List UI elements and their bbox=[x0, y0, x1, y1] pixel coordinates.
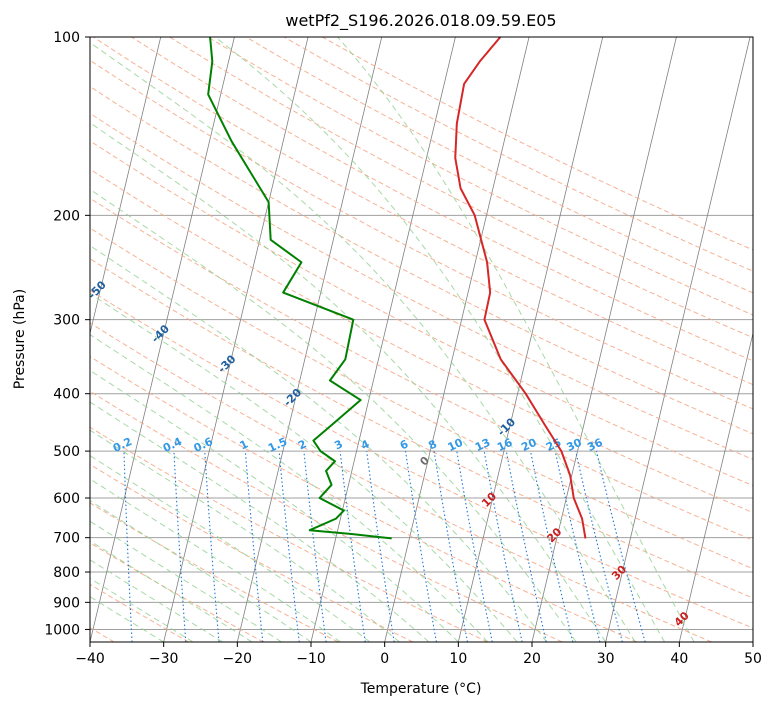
moist-adiabat-line bbox=[90, 188, 577, 642]
y-tick-label: 1000 bbox=[44, 622, 80, 638]
mixing-ratio-line bbox=[204, 451, 220, 642]
y-tick-label: 800 bbox=[53, 565, 80, 581]
moist-adiabat-line bbox=[90, 122, 607, 642]
y-axis-label: Pressure (hPa) bbox=[12, 289, 28, 389]
moist-adiabat-line bbox=[90, 245, 548, 642]
dry-adiabat-line bbox=[90, 390, 563, 642]
moist-adiabat-line bbox=[90, 369, 459, 642]
isotherm-line bbox=[678, 331, 753, 642]
mixing-ratio-label: 10 bbox=[446, 436, 466, 454]
isotherm-line bbox=[90, 37, 235, 642]
dry-adiabat-line bbox=[90, 463, 414, 642]
mixing-ratio-line bbox=[595, 450, 646, 642]
mixing-ratio-label: 25 bbox=[544, 436, 563, 454]
y-tick-label: 500 bbox=[53, 444, 80, 460]
dry-adiabat-line bbox=[131, 37, 753, 362]
mixing-ratio-line bbox=[244, 451, 264, 642]
x-tick-label: −10 bbox=[296, 651, 326, 667]
mixing-ratio-label: 16 bbox=[495, 436, 515, 454]
mixing-ratio-label: 30 bbox=[565, 436, 585, 454]
mixing-ratio-line bbox=[529, 450, 574, 642]
dry-adiabat-line bbox=[90, 426, 488, 642]
y-tick-label: 700 bbox=[53, 531, 80, 547]
isotherm-line bbox=[457, 37, 604, 642]
x-axis-label: Temperature (°C) bbox=[360, 681, 482, 697]
dry-adiabat-line bbox=[90, 502, 339, 642]
isotherm-line bbox=[236, 37, 383, 642]
x-tick-label: 0 bbox=[380, 651, 389, 667]
moist-adiabat-line bbox=[90, 42, 636, 642]
mixing-ratio-line bbox=[278, 451, 300, 642]
sounding-series bbox=[207, 37, 587, 540]
x-tick-label: 30 bbox=[597, 651, 615, 667]
y-tick-label: 600 bbox=[53, 491, 80, 507]
dry-adiabat-line bbox=[90, 258, 753, 599]
plot-frame bbox=[89, 36, 754, 643]
dry-adiabat-line bbox=[90, 227, 753, 570]
moist-adiabat-line bbox=[90, 596, 164, 642]
mixing-ratio-line bbox=[303, 451, 327, 642]
temperature-profile-line bbox=[454, 37, 587, 539]
dry-adiabat-line bbox=[90, 322, 712, 642]
x-tick-label: −20 bbox=[223, 651, 253, 667]
mixing-ratio-line bbox=[483, 451, 523, 642]
dry-adiabat-line bbox=[90, 583, 190, 642]
x-tick-label: −30 bbox=[149, 651, 179, 667]
mixing-ratio-label: 20 bbox=[519, 436, 539, 454]
moist-adiabat-line bbox=[90, 334, 489, 642]
moist-adiabat-line bbox=[214, 37, 666, 642]
mixing-ratio-line bbox=[339, 451, 366, 642]
dry-adiabat-line bbox=[90, 112, 753, 460]
mixing-ratio-line bbox=[505, 450, 547, 642]
dry-adiabat-line bbox=[90, 85, 753, 435]
dry-adiabat-line bbox=[90, 289, 753, 629]
mixing-ratio-label: 36 bbox=[585, 436, 605, 454]
y-tick-label: 400 bbox=[53, 387, 80, 403]
mixing-ratio-line bbox=[366, 451, 395, 642]
moist-adiabat-line bbox=[90, 478, 341, 642]
moist-adiabat-line bbox=[90, 577, 194, 642]
background-lines bbox=[90, 37, 753, 642]
moist-adiabat-line bbox=[337, 37, 695, 642]
x-tick-label: −40 bbox=[75, 651, 105, 667]
y-tick-label: 200 bbox=[53, 208, 80, 224]
x-tick-label: 20 bbox=[523, 651, 541, 667]
mixing-ratio-label: 13 bbox=[473, 436, 492, 454]
x-tick-label: 50 bbox=[744, 651, 762, 667]
mixing-ratio-line bbox=[554, 450, 601, 642]
isotherm-line bbox=[90, 37, 162, 336]
y-tick-label: 100 bbox=[53, 30, 80, 46]
x-tick-label: 10 bbox=[449, 651, 467, 667]
dry-adiabat-line bbox=[90, 197, 753, 541]
dewpoint-profile-line bbox=[207, 37, 392, 540]
y-tick-label: 900 bbox=[53, 595, 80, 611]
isotherm-line bbox=[384, 37, 530, 642]
mixing-ratio-line bbox=[575, 450, 623, 642]
x-tick-label: 40 bbox=[670, 651, 688, 667]
y-tick-label: 300 bbox=[53, 313, 80, 329]
chart-title: wetPf2_S196.2026.018.09.59.E05 bbox=[285, 11, 556, 31]
isotherm-line bbox=[531, 37, 677, 642]
moist-adiabat-line bbox=[90, 401, 430, 642]
axes: −40 −30 −20 −10 0 10 20 30 40 50 100 200 300 400 500 60… bbox=[44, 30, 762, 667]
dry-adiabat-line bbox=[90, 59, 753, 410]
dry-adiabat-line bbox=[93, 37, 753, 386]
isotherm-line bbox=[605, 37, 751, 642]
moist-adiabat-line bbox=[90, 455, 371, 642]
